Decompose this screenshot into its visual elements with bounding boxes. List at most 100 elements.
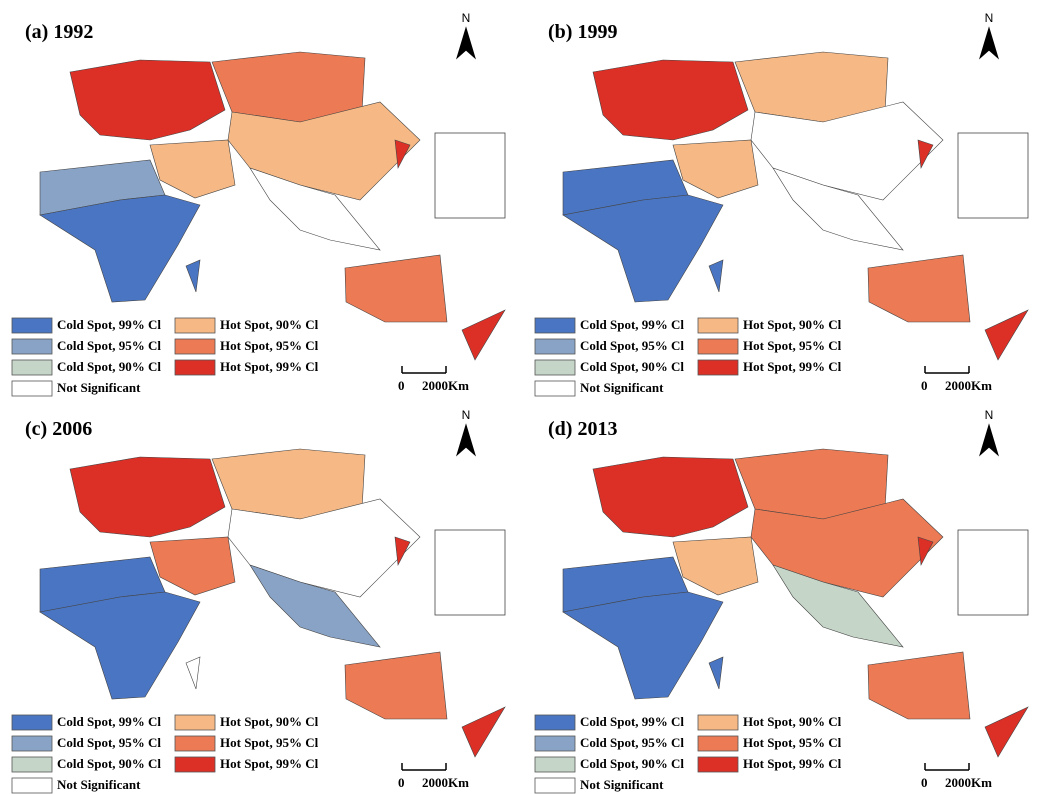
legend-label: Hot Spot, 95% Cl [743, 338, 842, 353]
region-japan [394, 139, 411, 170]
legend-swatch [697, 338, 739, 355]
inset-frame [957, 132, 1029, 219]
legend-label: Cold Spot, 90% Cl [580, 359, 684, 374]
legend-label: Not Significant [580, 777, 664, 792]
north-arrow [456, 26, 476, 60]
region-central-asia [227, 498, 421, 598]
region-central-asia [750, 101, 944, 201]
map-panel: (b) 1999 N 0 2000Km Cold Spot, 99% Cl Cold Sp… [534, 11, 1029, 397]
region-south-asia [249, 564, 381, 648]
legend-label: Not Significant [57, 380, 141, 395]
legend-label: Cold Spot, 99% Cl [57, 317, 161, 332]
region-new-zealand [461, 706, 506, 758]
legend-swatch [534, 359, 576, 376]
scale-label: 0 [398, 378, 405, 393]
legend-swatch [11, 359, 53, 376]
region-new-zealand [461, 309, 506, 361]
legend-swatch [11, 756, 53, 773]
scale-label: 2000Km [945, 378, 992, 393]
region-japan [917, 139, 934, 170]
region-middle-east [672, 139, 759, 199]
legend-label: Hot Spot, 90% Cl [743, 317, 842, 332]
legend-label: Cold Spot, 95% Cl [580, 735, 684, 750]
region-japan [394, 536, 411, 567]
legend-swatch [534, 380, 576, 397]
legend-swatch [174, 714, 216, 731]
region-australia [344, 254, 448, 323]
legend-label: Hot Spot, 99% Cl [743, 359, 842, 374]
legend-label: Hot Spot, 90% Cl [743, 714, 842, 729]
region-middle-east [149, 536, 236, 596]
legend-swatch [174, 338, 216, 355]
region-new-zealand [984, 706, 1029, 758]
legend-label: Cold Spot, 99% Cl [57, 714, 161, 729]
inset-frame [434, 132, 506, 219]
legend-swatch [697, 359, 739, 376]
legend-label: Cold Spot, 90% Cl [580, 756, 684, 771]
map-panel: (a) 1992 N 0 2000Km Cold Spot, 99% Cl Cold Sp… [11, 11, 506, 397]
region-europe [592, 456, 749, 538]
legend-label: Cold Spot, 90% Cl [57, 359, 161, 374]
panel-title: (b) 1999 [548, 21, 617, 43]
legend-swatch [534, 756, 576, 773]
scale-label: 2000Km [422, 378, 469, 393]
north-arrow [979, 26, 999, 60]
region-middle-east [149, 139, 236, 199]
region-australia [867, 651, 971, 720]
north-label: N [462, 408, 471, 422]
legend-swatch [174, 756, 216, 773]
legend-label: Hot Spot, 99% Cl [220, 756, 319, 771]
region-europe [69, 456, 226, 538]
region-madagascar [185, 656, 201, 690]
region-australia [344, 651, 448, 720]
region-madagascar [708, 259, 724, 293]
north-label: N [985, 408, 994, 422]
region-sub-saharan-africa [562, 591, 724, 700]
legend-swatch [11, 735, 53, 752]
region-central-asia [750, 498, 944, 598]
legend-label: Hot Spot, 90% Cl [220, 317, 319, 332]
north-label: N [985, 11, 994, 25]
legend-label: Cold Spot, 95% Cl [57, 338, 161, 353]
legend-swatch [534, 777, 576, 794]
inset-frame [434, 529, 506, 616]
legend-swatch [534, 735, 576, 752]
region-madagascar [185, 259, 201, 293]
north-label: N [462, 11, 471, 25]
legend-label: Cold Spot, 99% Cl [580, 714, 684, 729]
legend-swatch [11, 317, 53, 334]
region-madagascar [708, 656, 724, 690]
region-australia [867, 254, 971, 323]
legend-label: Hot Spot, 95% Cl [743, 735, 842, 750]
region-japan [917, 536, 934, 567]
legend-label: Not Significant [57, 777, 141, 792]
scale-label: 2000Km [422, 775, 469, 790]
scale-label: 2000Km [945, 775, 992, 790]
region-sub-saharan-africa [562, 194, 724, 303]
legend-swatch [534, 714, 576, 731]
region-new-zealand [984, 309, 1029, 361]
legend-label: Hot Spot, 99% Cl [743, 756, 842, 771]
legend-swatch [11, 380, 53, 397]
legend-swatch [697, 756, 739, 773]
map-panel: (c) 2006 N 0 2000Km Cold Spot, 99% Cl Cold Sp… [11, 408, 506, 794]
legend-label: Hot Spot, 95% Cl [220, 338, 319, 353]
scale-label: 0 [398, 775, 405, 790]
legend-swatch [11, 338, 53, 355]
region-sub-saharan-africa [39, 194, 201, 303]
north-arrow [979, 423, 999, 457]
legend-label: Hot Spot, 95% Cl [220, 735, 319, 750]
panel-title: (d) 2013 [548, 418, 617, 440]
legend-label: Cold Spot, 99% Cl [580, 317, 684, 332]
legend-swatch [174, 735, 216, 752]
legend-swatch [174, 317, 216, 334]
legend-label: Hot Spot, 90% Cl [220, 714, 319, 729]
north-arrow [456, 423, 476, 457]
region-europe [69, 59, 226, 141]
region-sub-saharan-africa [39, 591, 201, 700]
region-south-asia [249, 167, 381, 251]
legend-swatch [534, 338, 576, 355]
legend-label: Cold Spot, 95% Cl [580, 338, 684, 353]
legend-swatch [697, 317, 739, 334]
